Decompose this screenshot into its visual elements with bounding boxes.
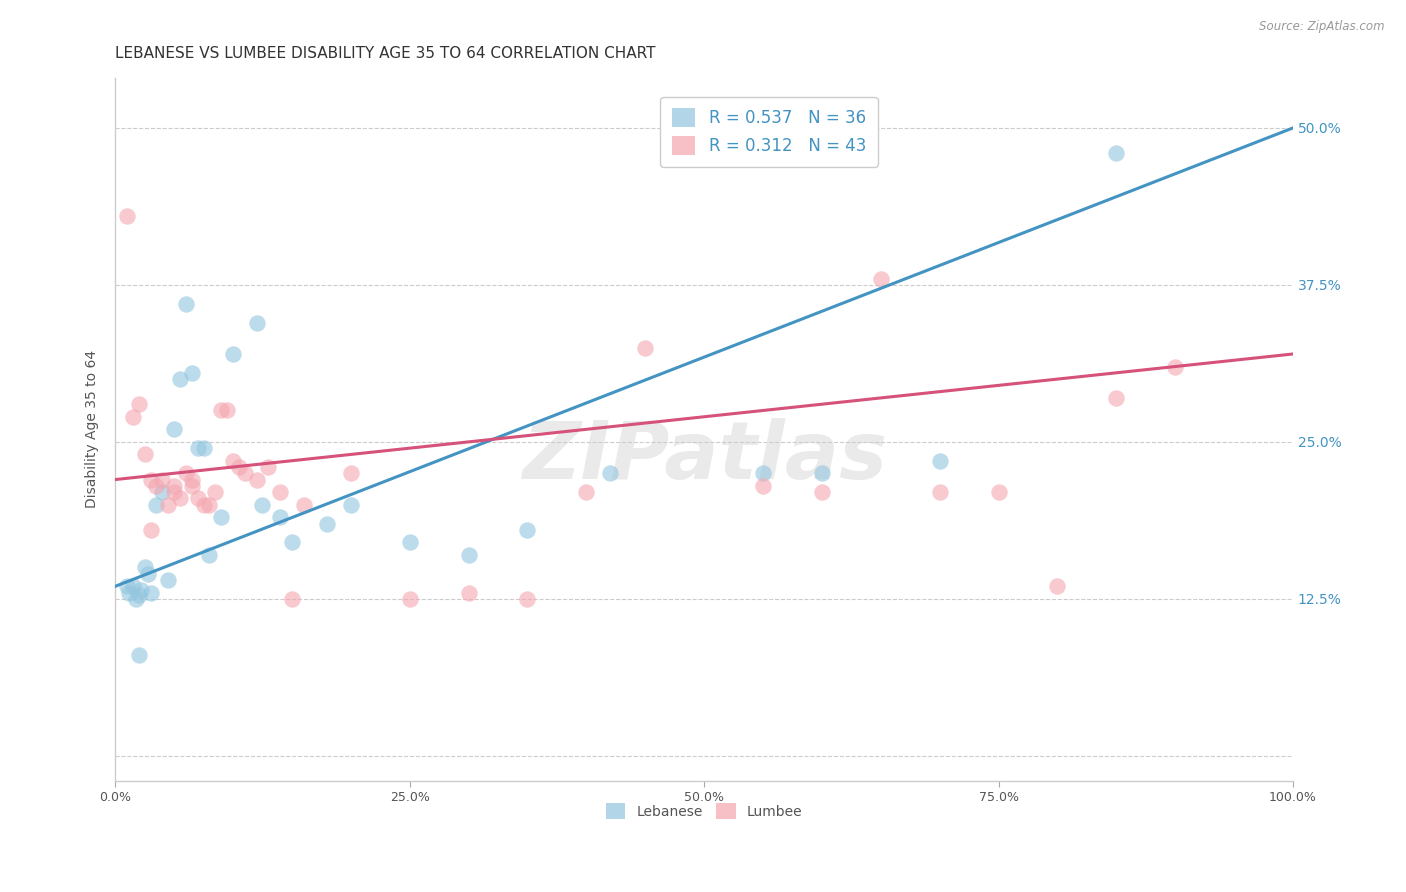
Point [174, 297, 197, 311]
Point [187, 441, 209, 455]
Point [169, 372, 191, 386]
Point [987, 485, 1010, 500]
Point [575, 485, 598, 500]
Point [928, 485, 950, 500]
Point [316, 516, 339, 531]
Point [125, 591, 148, 606]
Point [163, 485, 186, 500]
Text: Source: ZipAtlas.com: Source: ZipAtlas.com [1260, 20, 1385, 33]
Point [139, 585, 162, 599]
Point [1105, 391, 1128, 405]
Point [228, 460, 250, 475]
Point [516, 523, 538, 537]
Point [811, 467, 834, 481]
Point [157, 498, 180, 512]
Point [150, 485, 173, 500]
Point [129, 583, 152, 598]
Point [398, 535, 420, 549]
Point [222, 347, 245, 361]
Point [269, 485, 291, 500]
Point [118, 585, 141, 599]
Point [174, 467, 197, 481]
Point [1105, 146, 1128, 161]
Point [139, 523, 162, 537]
Point [516, 591, 538, 606]
Point [1046, 579, 1069, 593]
Point [180, 479, 202, 493]
Point [340, 467, 363, 481]
Point [246, 473, 269, 487]
Point [222, 453, 245, 467]
Point [198, 498, 221, 512]
Point [281, 591, 304, 606]
Point [145, 479, 167, 493]
Point [634, 341, 657, 355]
Point [122, 579, 145, 593]
Point [150, 473, 173, 487]
Point [180, 473, 202, 487]
Point [193, 498, 215, 512]
Point [163, 422, 186, 436]
Point [115, 209, 138, 223]
Point [134, 447, 156, 461]
Point [457, 548, 479, 562]
Point [217, 403, 239, 417]
Point [139, 473, 162, 487]
Point [128, 588, 150, 602]
Point [115, 579, 138, 593]
Point [180, 366, 202, 380]
Point [811, 485, 834, 500]
Point [869, 271, 891, 285]
Point [233, 467, 256, 481]
Point [136, 566, 159, 581]
Point [193, 441, 215, 455]
Point [128, 397, 150, 411]
Point [457, 585, 479, 599]
Point [252, 498, 274, 512]
Point [128, 648, 150, 663]
Point [163, 479, 186, 493]
Point [246, 316, 269, 330]
Point [269, 510, 291, 524]
Point [169, 491, 191, 506]
Point [187, 491, 209, 506]
Point [157, 573, 180, 587]
Point [122, 409, 145, 424]
Text: ZIPatlas: ZIPatlas [522, 418, 887, 497]
Point [209, 510, 232, 524]
Point [145, 498, 167, 512]
Point [928, 453, 950, 467]
Point [209, 403, 232, 417]
Point [752, 479, 775, 493]
Text: LEBANESE VS LUMBEE DISABILITY AGE 35 TO 64 CORRELATION CHART: LEBANESE VS LUMBEE DISABILITY AGE 35 TO … [115, 46, 655, 62]
Point [752, 467, 775, 481]
Point [1164, 359, 1187, 374]
Point [257, 460, 280, 475]
Point [198, 548, 221, 562]
Point [281, 535, 304, 549]
Point [340, 498, 363, 512]
Legend: Lebanese, Lumbee: Lebanese, Lumbee [600, 797, 808, 825]
Point [134, 560, 156, 574]
Point [599, 467, 621, 481]
Point [204, 485, 226, 500]
Point [398, 591, 420, 606]
Y-axis label: Disability Age 35 to 64: Disability Age 35 to 64 [86, 351, 100, 508]
Point [292, 498, 315, 512]
